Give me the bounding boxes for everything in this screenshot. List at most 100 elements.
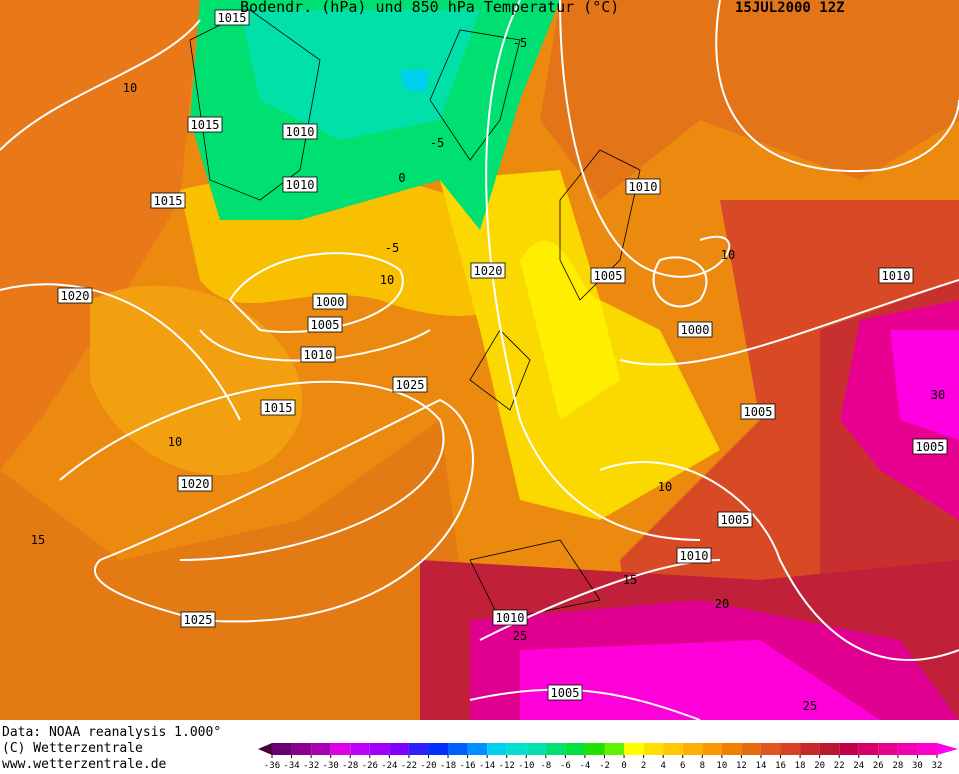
isobar-label-box [470, 262, 506, 279]
legend-tick-label: 22 [834, 761, 845, 770]
legend-swatch [389, 743, 409, 755]
isobar-label-box [717, 511, 753, 528]
legend-tick-label: 8 [700, 761, 705, 770]
legend-swatch [663, 743, 683, 755]
legend-tick-label: 32 [932, 761, 943, 770]
legend-swatch [526, 743, 546, 755]
isobar-label: 1015 [191, 118, 220, 132]
isobar-label: 1010 [882, 269, 911, 283]
legend-tick-label: -12 [499, 761, 515, 770]
temperature-label: 10 [658, 480, 672, 494]
legend-swatch [858, 743, 879, 755]
isobar-label: 1015 [218, 11, 247, 25]
legend-tick-label: -30 [323, 761, 339, 770]
isobar-label-box [282, 123, 318, 140]
legend-tick-label: 2 [641, 761, 646, 770]
legend-tick-label: 0 [621, 761, 626, 770]
legend-swatch [780, 743, 801, 755]
isobar-label-box [878, 267, 914, 284]
isobar-label: 1005 [311, 318, 340, 332]
legend-swatch [682, 743, 703, 755]
legend-tick-label: -16 [459, 761, 475, 770]
legend-tick-label: 12 [736, 761, 747, 770]
isobar-label-box [282, 176, 318, 193]
legend-swatch [760, 743, 781, 755]
temperature-label: 10 [123, 81, 137, 95]
legend-swatch [819, 743, 840, 755]
legend-tick-label: 30 [912, 761, 923, 770]
isobar-label-box [260, 399, 296, 416]
legend-tick-label: -22 [401, 761, 417, 770]
isobar-label-box [676, 547, 712, 564]
legend-tick-label: -24 [381, 761, 397, 770]
legend-tick-label: -18 [440, 761, 456, 770]
isobar-label-box [740, 403, 776, 420]
isobar-label: 1000 [681, 323, 710, 337]
temperature-label: -5 [513, 36, 527, 50]
isobar-label: 1005 [721, 513, 750, 527]
legend-tick-label: -34 [283, 761, 299, 770]
isobar-label-box [150, 192, 186, 209]
legend-tick-label: -20 [420, 761, 436, 770]
isobar-label: 1020 [181, 477, 210, 491]
legend-tick-label: 16 [775, 761, 786, 770]
isobar-label: 1015 [264, 401, 293, 415]
legend-swatch [702, 743, 722, 755]
isobar-label: 1010 [304, 348, 333, 362]
isobar-label-box [300, 346, 336, 363]
legend-tick-label: -36 [264, 761, 280, 770]
legend-tick-label: 6 [680, 761, 685, 770]
legend-swatch [272, 743, 292, 755]
isobar-label-box [492, 609, 528, 626]
legend-swatch [369, 743, 390, 755]
isobar-label-box [307, 316, 343, 333]
legend-tick-label: -8 [540, 761, 551, 770]
temperature-label: 25 [803, 699, 817, 713]
legend-tick-label: -26 [362, 761, 378, 770]
legend-tick-label: -4 [580, 761, 591, 770]
legend-tick-label: -6 [560, 761, 571, 770]
isobar-label-box [214, 9, 250, 26]
map-date: 15JUL2000 12Z [735, 0, 845, 16]
legend-swatch [487, 743, 507, 755]
temperature-label: 10 [168, 435, 182, 449]
legend-tick-label: 18 [795, 761, 806, 770]
isobar-label: 1010 [286, 125, 315, 139]
legend-swatch [350, 743, 370, 755]
isobar-label: 1020 [474, 264, 503, 278]
legend-swatch [428, 743, 449, 755]
isobar-label: 1025 [184, 613, 213, 627]
legend-swatch [643, 743, 664, 755]
isobar-label-box [177, 475, 213, 492]
legend-tick-label: -14 [479, 761, 495, 770]
legend-tick-label: -28 [342, 761, 358, 770]
legend-swatch [448, 743, 468, 755]
map-title: Bodendr. (hPa) und 850 hPa Temperatur (°… [240, 0, 619, 16]
legend-swatch [506, 743, 527, 755]
isobar-label-box [187, 116, 223, 133]
isobar-label: 1010 [629, 180, 658, 194]
isobar-label-box [912, 438, 948, 455]
legend-swatch [408, 743, 429, 755]
isobar-label-box [625, 178, 661, 195]
legend-swatch [604, 743, 625, 755]
isobar-label: 1015 [154, 194, 183, 208]
legend-tick-label: -32 [303, 761, 319, 770]
legend-swatch [291, 743, 312, 755]
isobar-label: 1005 [594, 269, 623, 283]
isobar-label-box [180, 611, 216, 628]
temperature-label: 15 [623, 573, 637, 587]
isobar-label: 1010 [680, 549, 709, 563]
temperature-label: 20 [715, 597, 729, 611]
legend-swatch [741, 743, 761, 755]
legend-swatch [467, 743, 488, 755]
legend-tick-label: 28 [892, 761, 903, 770]
isobar-label: 1000 [316, 295, 345, 309]
legend-swatch [565, 743, 585, 755]
isobar-label-box [392, 376, 428, 393]
legend-tick-label: -2 [599, 761, 610, 770]
legend-swatch [584, 743, 605, 755]
website: www.wetterzentrale.de [2, 757, 167, 770]
temperature-label: 0 [398, 171, 405, 185]
